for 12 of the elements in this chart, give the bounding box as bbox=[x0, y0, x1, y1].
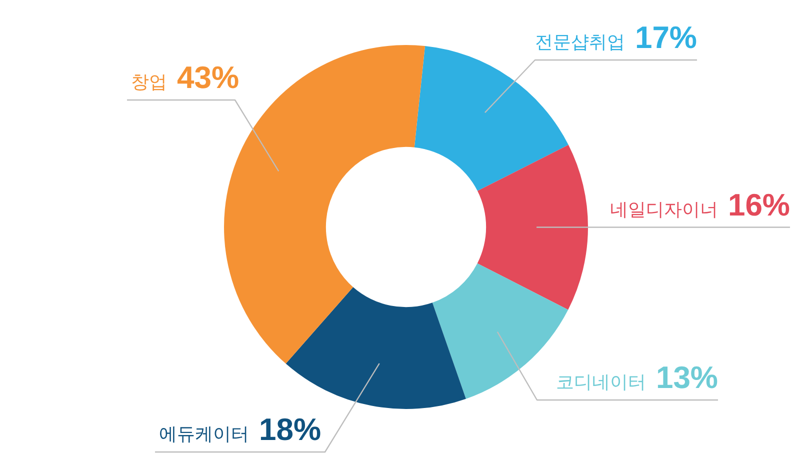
donut-slice bbox=[477, 144, 588, 310]
donut-slice bbox=[286, 287, 466, 409]
data-label: 13% bbox=[656, 360, 718, 395]
data-label: 43% bbox=[177, 60, 240, 95]
slice-label: 코디네이터 bbox=[556, 372, 646, 392]
slice-label: 창업 bbox=[131, 72, 167, 92]
slice-label: 네일디자이너 bbox=[610, 199, 718, 220]
slice-label: 에듀케이터 bbox=[159, 424, 249, 444]
data-label: 18% bbox=[259, 412, 322, 447]
data-label: 17% bbox=[634, 20, 697, 55]
slice-label: 전문샵취업 bbox=[534, 32, 625, 52]
data-label: 16% bbox=[728, 187, 790, 222]
